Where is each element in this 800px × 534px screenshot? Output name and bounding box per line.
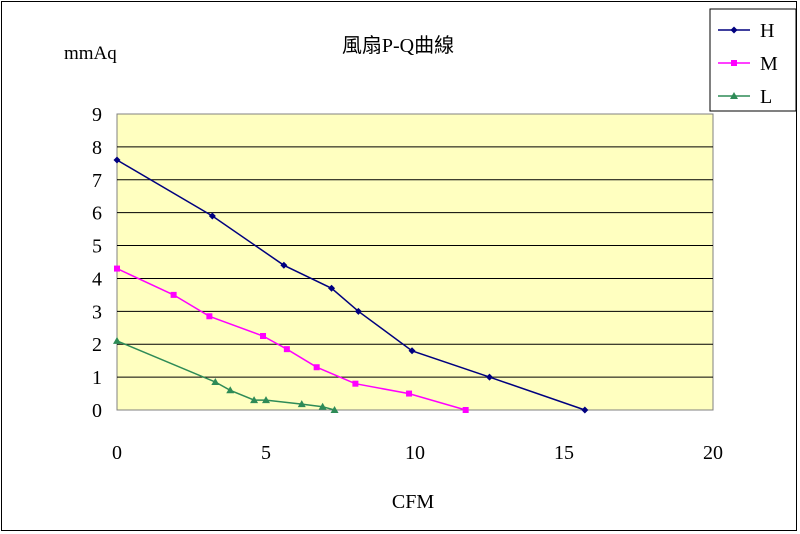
legend-label-l: L (760, 86, 772, 108)
legend-entry-l: L (718, 86, 772, 108)
y-tick-label: 7 (92, 170, 102, 192)
legend-entry-h: H (718, 20, 774, 42)
grid-lines (117, 146, 713, 378)
legend-label-m: M (760, 53, 778, 75)
legend-entry-m: M (718, 53, 778, 75)
data-point-l (113, 336, 121, 344)
y-tick-label: 8 (92, 137, 102, 159)
legend: HML (709, 8, 797, 112)
data-point-l (318, 402, 327, 410)
data-point-m (462, 407, 469, 413)
data-point-m (283, 346, 290, 353)
x-tick-label: 0 (112, 442, 122, 464)
series-l (113, 336, 339, 413)
data-point-l (330, 406, 339, 413)
y-tick-label: 1 (92, 367, 102, 389)
data-point-m (206, 313, 213, 320)
y-tick-label: 4 (92, 268, 102, 290)
data-point-h (486, 373, 493, 381)
x-tick-label: 5 (261, 442, 271, 464)
x-tick-label: 10 (405, 442, 425, 464)
y-tick-label: 6 (92, 203, 102, 225)
legend-label-h: H (760, 20, 774, 42)
legend-marker-h (730, 26, 738, 34)
x-tick-label: 15 (554, 442, 574, 464)
x-axis-label: CFM (392, 491, 434, 513)
data-point-m (406, 390, 413, 397)
legend-marker-l (730, 92, 738, 99)
y-tick-label: 2 (92, 334, 102, 356)
data-point-l (262, 396, 270, 404)
x-tick-labels: 0 5 10 15 20 (112, 442, 723, 464)
y-tick-label: 0 (92, 400, 102, 422)
data-point-l (226, 386, 235, 394)
data-point-h (113, 156, 121, 164)
data-point-l (250, 396, 259, 404)
plot-area (116, 113, 714, 411)
data-point-h (408, 347, 416, 355)
x-tick-label: 20 (703, 442, 723, 464)
y-tick-label: 9 (92, 104, 102, 126)
data-point-m (352, 380, 359, 387)
data-point-h (328, 284, 336, 292)
data-point-l (211, 378, 220, 386)
data-point-h (581, 406, 589, 414)
legend-box (709, 8, 797, 112)
data-point-h (208, 212, 216, 220)
data-point-m (114, 265, 120, 272)
data-point-h (354, 307, 362, 315)
y-tick-label: 5 (92, 236, 102, 258)
series-m (114, 265, 469, 413)
chart-title: 風扇P-Q曲線 (342, 34, 454, 57)
data-point-l (297, 400, 306, 408)
data-point-m (313, 364, 320, 371)
legend-marker-m (731, 60, 737, 66)
y-axis-label: mmAq (64, 43, 117, 64)
y-tick-labels: 0 1 2 3 4 5 6 7 8 9 (92, 104, 102, 422)
data-point-m (170, 291, 177, 298)
series-line-h (116, 159, 586, 411)
data-point-h (280, 261, 288, 269)
series-group (113, 156, 589, 414)
data-point-m (260, 333, 267, 339)
series-h (113, 156, 589, 414)
y-tick-label: 3 (92, 301, 102, 323)
